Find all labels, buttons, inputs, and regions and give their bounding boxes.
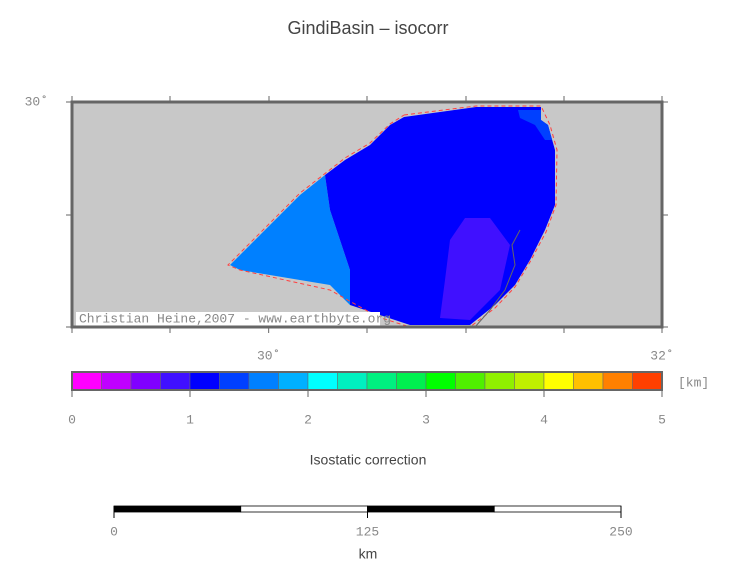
basin-outline [227,105,558,328]
color-box [632,371,663,391]
scale-segment [493,505,622,513]
colorbar-tick-label: 0 [68,412,76,427]
color-box [278,371,309,391]
scale-segment [240,505,368,513]
x-tick-label: 30˚ [257,348,280,363]
color-box [189,371,220,391]
scalebar: 0 125 250 [110,505,633,539]
color-box [396,371,427,391]
y-tick-label: 30˚ [25,94,48,109]
scale-segment [367,505,495,513]
colorbar-tick-label: 1 [186,412,194,427]
credit-box [76,312,380,326]
credit: Christian Heine,2007 - www.earthbyte.org [79,311,391,326]
map: Christian Heine,2007 - www.earthbyte.org [66,96,668,333]
color-box [219,371,250,391]
minor-ticks [66,96,668,333]
color-box [602,371,633,391]
scale-tick-label: 250 [609,524,632,539]
x-tick-label: 32˚ [650,348,673,363]
scale-segment [113,505,242,513]
colorbar-tick-label: 2 [304,412,312,427]
scale-tick-label: 0 [110,524,118,539]
color-box [130,371,161,391]
color-box [337,371,368,391]
color-box [425,371,456,391]
colorbar: 0 1 2 3 4 5 [68,371,666,427]
color-box [543,371,574,391]
scale-tick-label: 125 [356,524,379,539]
color-box [248,371,279,391]
colorbar-frame [71,371,663,391]
color-box [455,371,486,391]
coastline [474,229,521,328]
title: GindiBasin – isocorr [287,18,448,38]
color-box [160,371,191,391]
color-box [101,371,132,391]
colorbar-tick-label: 3 [422,412,430,427]
color-box [307,371,338,391]
colorbar-label: Isostatic correction [310,452,427,468]
colorbar-tick-label: 5 [658,412,666,427]
scalebar-unit: km [359,546,378,562]
color-box [366,371,397,391]
colorbar-tick-label: 4 [540,412,548,427]
color-box [484,371,515,391]
region [440,218,510,320]
color-box [514,371,545,391]
region [518,110,552,140]
region [230,175,350,305]
colorbar-unit: [km] [678,375,709,390]
color-box [71,371,102,391]
color-box [573,371,604,391]
